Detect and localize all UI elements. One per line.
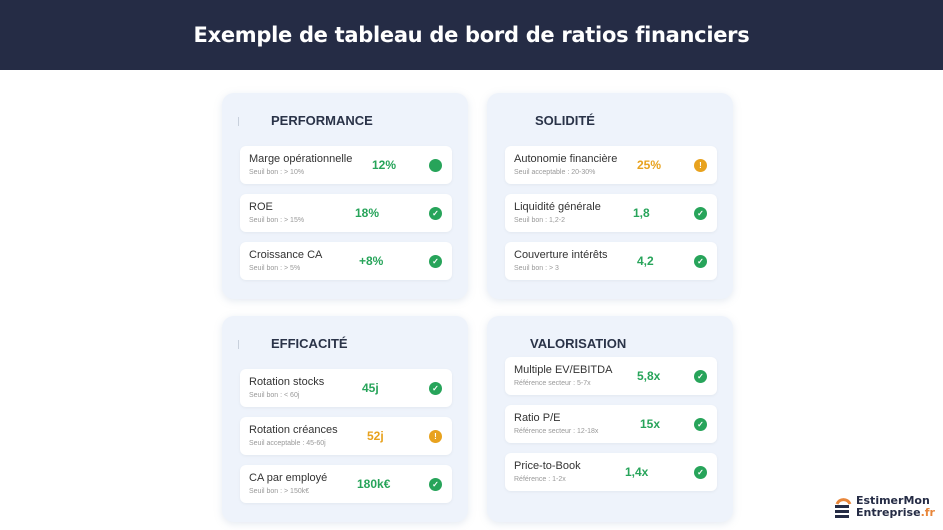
check-circle-icon: ✓ [429, 255, 442, 268]
check-circle-icon: ✓ [694, 418, 707, 431]
ratio-value: 15x [640, 417, 661, 431]
ratio-row: Price-to-Book Référence : 1-2x 1,4x ✓ [505, 453, 717, 491]
ratio-value: 12% [372, 158, 397, 172]
card-title: SOLIDITÉ [535, 113, 595, 128]
ratio-row: Ratio P/E Référence secteur : 12-18x 15x… [505, 405, 717, 443]
logo-suffix: .fr [920, 506, 935, 519]
ratio-threshold: Seuil bon : > 150k€ [249, 488, 310, 495]
ratio-threshold: Seuil bon : > 15% [249, 217, 305, 224]
ratio-label: Ratio P/E [514, 412, 561, 424]
ratio-threshold: Référence secteur : 5-7x [514, 380, 591, 387]
ratio-label: Rotation créances [249, 424, 338, 436]
ratio-value: 25% [637, 158, 662, 172]
ratio-row: Multiple EV/EBITDA Référence secteur : 5… [505, 357, 717, 395]
exclamation-circle-icon: ! [429, 430, 442, 443]
ratio-value: 18% [355, 206, 380, 220]
ratio-value: 45j [362, 381, 379, 395]
ratio-row: Rotation créances Seuil acceptable : 45-… [240, 417, 452, 455]
ratio-row: Liquidité générale Seuil bon : 1,2-2 1,8… [505, 194, 717, 232]
card-efficacité: EFFICACITÉ Rotation stocks Seuil bon : <… [222, 316, 468, 522]
ratio-threshold: Référence secteur : 12-18x [514, 428, 599, 435]
logo-icon [835, 498, 852, 518]
logo: EstimerMon Entreprise.fr [834, 495, 935, 519]
exclamation-circle-icon: ! [694, 159, 707, 172]
ratio-row: Couverture intérêts Seuil bon : > 3 4,2 … [505, 242, 717, 280]
logo-line1: EstimerMon [856, 494, 930, 507]
ratio-row: Rotation stocks Seuil bon : < 60j 45j ✓ [240, 369, 452, 407]
ratio-threshold: Seuil acceptable : 20-30% [514, 169, 596, 176]
ratio-label: Croissance CA [249, 249, 323, 261]
ratio-row: ROE Seuil bon : > 15% 18% ✓ [240, 194, 452, 232]
ratio-threshold: Référence : 1-2x [514, 476, 566, 483]
ratio-label: Rotation stocks [249, 376, 325, 388]
ratio-row: CA par employé Seuil bon : > 150k€ 180k€… [240, 465, 452, 503]
ratio-row: Croissance CA Seuil bon : > 5% +8% ✓ [240, 242, 452, 280]
check-circle-icon: ✓ [429, 478, 442, 491]
ratio-value: 180k€ [357, 477, 391, 491]
page-title: Exemple de tableau de bord de ratios fin… [193, 23, 750, 47]
logo-line2: Entreprise [856, 506, 921, 519]
ratio-threshold: Seuil acceptable : 45-60j [249, 440, 326, 447]
ratio-label: Liquidité générale [514, 201, 601, 213]
check-circle-icon: ✓ [694, 207, 707, 220]
ratio-label: Couverture intérêts [514, 249, 608, 261]
ratio-threshold: Seuil bon : < 60j [249, 392, 300, 399]
ratio-label: Price-to-Book [514, 460, 581, 472]
page-header: Exemple de tableau de bord de ratios fin… [0, 0, 943, 70]
check-circle-icon: ✓ [429, 382, 442, 395]
ratio-value: 4,2 [637, 254, 654, 268]
check-circle-icon: ✓ [694, 466, 707, 479]
card-valorisation: VALORISATION Multiple EV/EBITDA Référenc… [487, 316, 733, 522]
card-title: EFFICACITÉ [271, 336, 348, 351]
check-circle-icon: ✓ [694, 370, 707, 383]
ratio-threshold: Seuil bon : > 10% [249, 169, 305, 176]
ratio-value: 1,8 [633, 206, 650, 220]
ratio-label: ROE [249, 201, 273, 213]
ratio-threshold: Seuil bon : > 3 [514, 265, 559, 272]
ratio-threshold: Seuil bon : > 5% [249, 265, 301, 272]
ratio-label: Autonomie financière [514, 153, 618, 165]
ratio-row: Autonomie financière Seuil acceptable : … [505, 146, 717, 184]
card-title: PERFORMANCE [271, 113, 373, 128]
ratio-threshold: Seuil bon : 1,2-2 [514, 217, 565, 224]
divider [238, 340, 239, 349]
ratio-value: 52j [367, 429, 384, 443]
filled-circle-icon [429, 159, 442, 172]
ratio-row: Marge opérationnelle Seuil bon : > 10% 1… [240, 146, 452, 184]
ratio-value: 1,4x [625, 465, 649, 479]
card-performance: PERFORMANCE Marge opérationnelle Seuil b… [222, 93, 468, 299]
card-solidité: SOLIDITÉ Autonomie financière Seuil acce… [487, 93, 733, 299]
ratio-label: Marge opérationnelle [249, 153, 353, 165]
ratio-value: +8% [359, 254, 384, 268]
ratio-value: 5,8x [637, 369, 661, 383]
divider [238, 117, 239, 126]
check-circle-icon: ✓ [694, 255, 707, 268]
ratio-label: CA par employé [249, 472, 328, 484]
check-circle-icon: ✓ [429, 207, 442, 220]
card-title: VALORISATION [530, 336, 627, 351]
ratio-label: Multiple EV/EBITDA [514, 364, 613, 376]
